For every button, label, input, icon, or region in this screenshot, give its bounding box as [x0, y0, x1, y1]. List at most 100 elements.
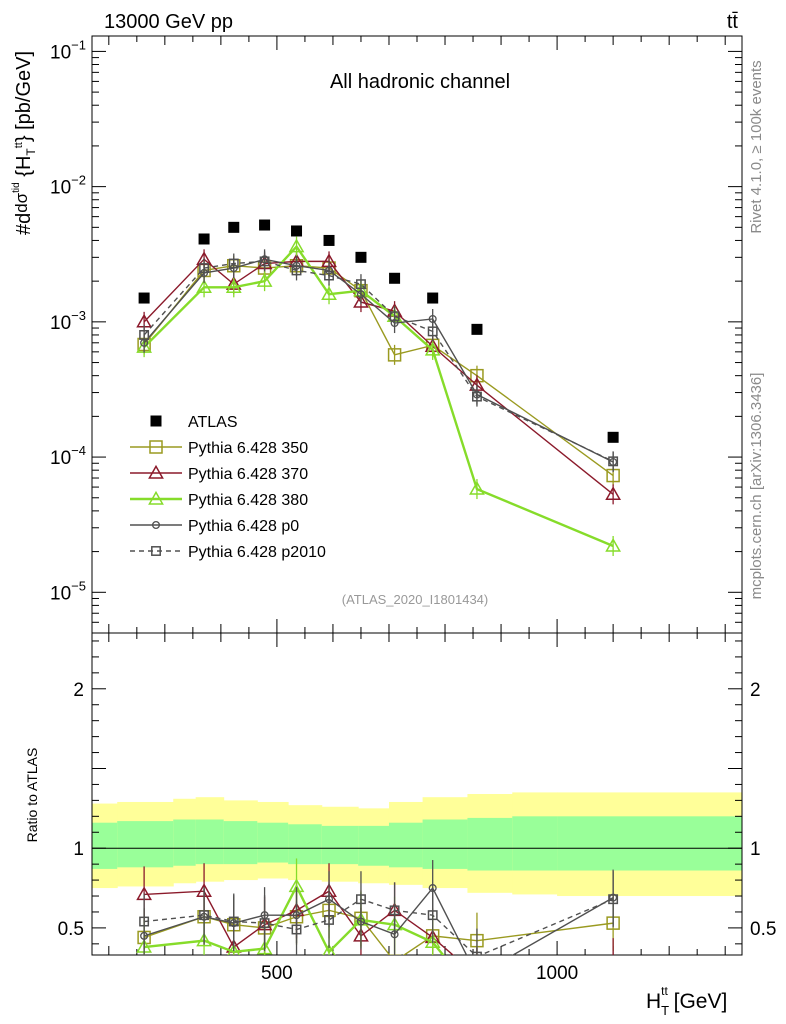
point-5-6: [356, 279, 366, 290]
point-3-10: [605, 537, 622, 552]
legend-marker-2: [148, 464, 164, 479]
point-0-1: [198, 233, 210, 245]
point-5-2: [228, 258, 239, 269]
band-inner-2: [173, 819, 197, 866]
ratio-point-3-5: [322, 943, 336, 955]
point-3-1: [196, 279, 212, 294]
legend-label-1: Pythia 6.428 350: [188, 440, 308, 457]
band-inner-1: [117, 821, 174, 868]
ratio-ytick-label-right: 0.5: [750, 919, 776, 940]
point-5-4: [291, 265, 302, 276]
main-ytick-label: 10−4: [50, 443, 86, 469]
ratio-point-5-4: [291, 924, 302, 935]
main-ytick-label: 10−3: [50, 308, 86, 334]
point-0-10: [607, 431, 619, 443]
point-5-1: [199, 263, 210, 273]
ratio-point-3-8: [424, 934, 441, 948]
point-0-6: [355, 251, 367, 263]
ratio-panel-data: [136, 858, 620, 1002]
legend: ATLAS Pythia 6.428 350 Pythia 6.428 370 Pyt…: [130, 414, 326, 561]
series-line-2: [143, 258, 614, 495]
ratio-point-4-9: [474, 972, 481, 979]
point-5-5: [324, 270, 334, 281]
ratio-ytick-label: 0.5: [58, 919, 84, 940]
point-0-2: [228, 221, 240, 233]
analysis-id: (ATLAS_2020_I1801434): [342, 592, 488, 607]
rivet-version: Rivet 4.1.0, ≥ 100k events: [748, 60, 765, 233]
ratio-point-5-0: [139, 916, 150, 927]
x-axis-label: HTtt [GeV]: [646, 984, 727, 1018]
point-0-7: [389, 272, 401, 284]
ratio-point-3-3: [256, 940, 273, 955]
ratio-point-5-1: [199, 910, 210, 921]
band-inner-5: [257, 822, 289, 863]
legend-marker-5: [151, 546, 161, 556]
svg-text:#ddσtid {HTtt} [pb/GeV]: #ddσtid {HTtt} [pb/GeV]: [11, 51, 38, 235]
band-inner-8: [358, 825, 390, 866]
ratio-point-3-9: [470, 990, 483, 1002]
ratio-point-5-3: [259, 918, 270, 929]
xtick-label: 1000: [536, 963, 578, 984]
band-inner-10: [422, 819, 468, 869]
main-ytick-label: 10−5: [50, 578, 86, 604]
point-5-10: [608, 456, 619, 467]
point-5-3: [259, 256, 270, 267]
point-3-4: [288, 238, 305, 253]
legend-marker-4: [151, 520, 161, 530]
point-0-4: [291, 225, 303, 237]
point-3-9: [469, 480, 485, 495]
ratio-point-3-2: [227, 943, 241, 955]
point-0-9: [471, 323, 483, 335]
band-inner-13: [557, 816, 742, 871]
main-y-axis-label: #ddσtid {HTtt} [pb/GeV]: [11, 51, 38, 235]
channel-label: All hadronic channel: [330, 71, 510, 93]
point-3-2: [225, 279, 242, 294]
series-line-4: [143, 258, 614, 463]
main-panel-data: [136, 219, 622, 556]
ratio-line-1: [143, 909, 614, 955]
band-inner-7: [321, 825, 359, 865]
main-ytick-label: 10−1: [50, 37, 86, 63]
band-inner-6: [288, 824, 323, 865]
beam-label: 13000 GeV pp: [104, 11, 233, 33]
point-5-9: [472, 391, 482, 402]
ratio-point-3-10: [607, 977, 620, 989]
point-2-6: [353, 293, 369, 308]
point-5-7: [389, 311, 400, 322]
ratio-y-axis-label: Ratio to ATLAS: [24, 748, 40, 843]
ratio-point-5-5: [324, 914, 334, 925]
ratio-point-3-1: [196, 932, 212, 947]
ratio-ytick-label: 2: [73, 680, 84, 701]
mcplots-credit: mcplots.cern.ch [arXiv:1306.3436]: [748, 373, 765, 600]
band-inner-9: [388, 822, 424, 868]
point-5-8: [427, 326, 438, 337]
point-3-8: [424, 341, 441, 356]
ratio-point-5-6: [356, 894, 366, 905]
point-5-0: [139, 330, 150, 340]
ratio-ytick-label-right: 2: [750, 680, 761, 701]
band-inner-0: [92, 822, 118, 869]
ratio-point-5-7: [389, 905, 400, 916]
ratio-point-1-7: [387, 954, 402, 955]
point-0-5: [323, 234, 335, 246]
point-0-0: [138, 292, 150, 304]
point-1-7: [387, 348, 402, 362]
legend-marker-3: [148, 490, 164, 505]
band-inner-12: [512, 816, 558, 871]
ratio-ytick-label: 1: [73, 839, 84, 860]
process-label: tt̄: [727, 11, 739, 33]
legend-label-0: ATLAS: [188, 414, 238, 431]
ratio-point-5-8: [427, 910, 438, 921]
point-3-3: [256, 273, 273, 287]
ratio-point-5-9: [472, 951, 482, 955]
legend-label-3: Pythia 6.428 380: [188, 492, 308, 509]
legend-marker-1: [149, 440, 163, 454]
legend-label-5: Pythia 6.428 p2010: [188, 544, 326, 561]
ratio-uncertainty-bands: [92, 792, 742, 897]
point-0-3: [259, 219, 271, 231]
band-inner-3: [195, 819, 225, 865]
ratio-point-2-9: [470, 969, 483, 981]
main-ytick-label: 10−2: [50, 173, 86, 199]
ratio-point-5-2: [228, 916, 239, 927]
ratio-point-5-10: [608, 894, 619, 905]
